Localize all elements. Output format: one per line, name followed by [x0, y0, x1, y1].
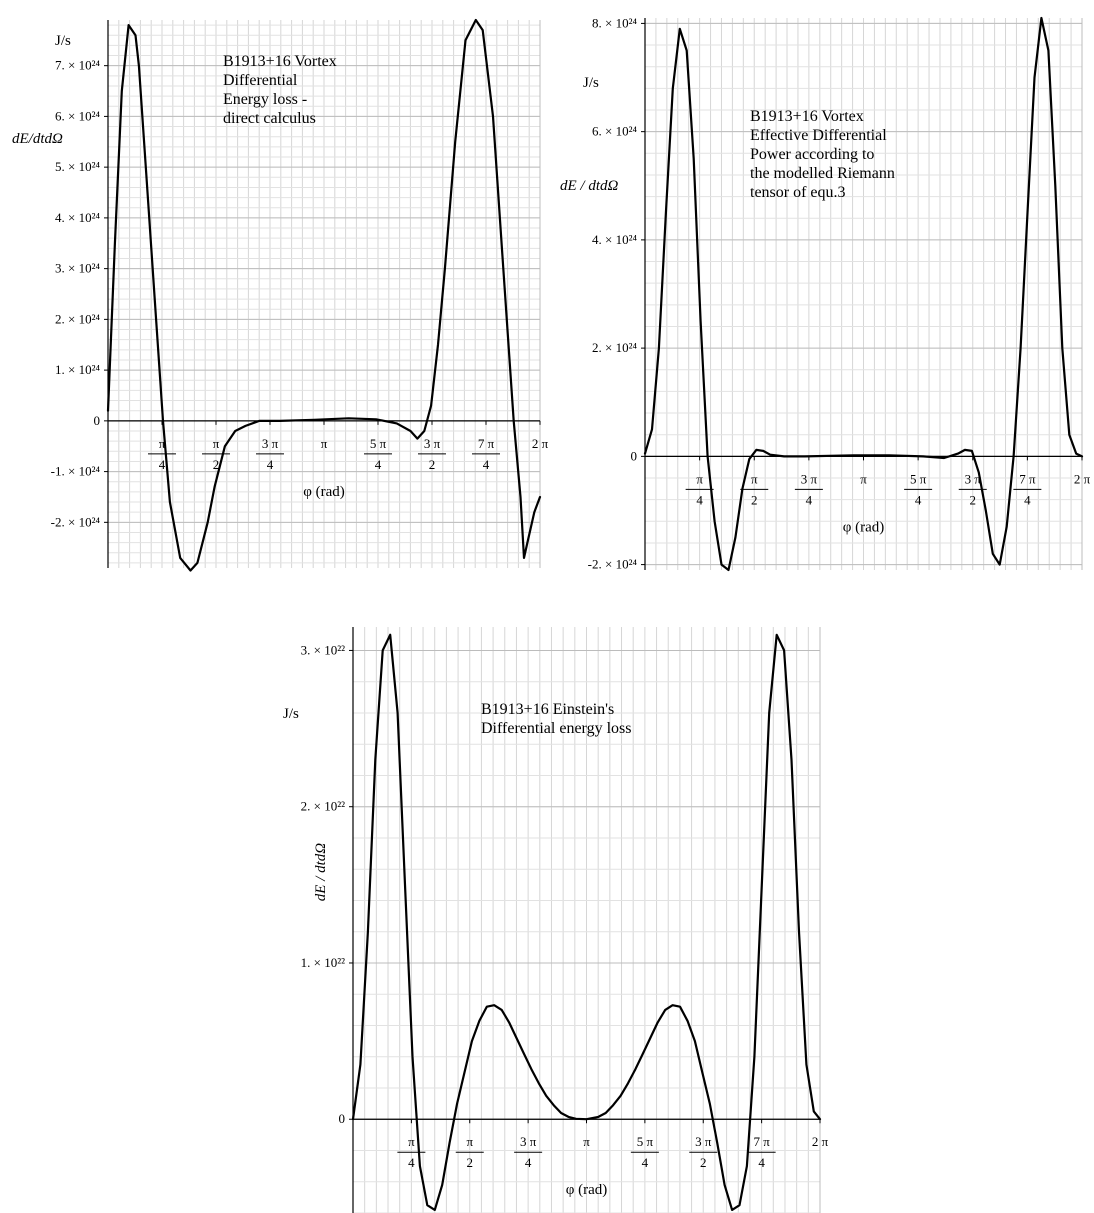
series-line — [643, 16, 1084, 572]
annotation-line: B1913+16 Vortex — [750, 108, 864, 125]
chart-2: -2. × 10²⁴ 0 2. × 10²⁴ 4. × 10²⁴ 6. × 10²⁴ 8.… — [560, 15, 1091, 571]
chart-3: 0 1. × 10²² 2. × 10²² 3. × 10²² π 4 π 2 3 π 4 π 5 π… — [283, 627, 829, 1213]
y-tick-label: 7. × 10²⁴ — [55, 58, 100, 73]
y-tick-label: 3. × 10²⁴ — [55, 261, 100, 276]
x-tick-label-num: 3 π — [520, 1134, 537, 1149]
y-tick-label: 6. × 10²⁴ — [55, 108, 100, 123]
x-tick-label-num: π — [466, 1134, 473, 1149]
annotation-line: direct calculus — [223, 110, 316, 127]
x-tick-label-den: 2 — [970, 492, 977, 507]
x-tick-label-num: π — [321, 436, 328, 451]
y-tick-label: -2. × 10²⁴ — [588, 557, 638, 572]
x-tick-label-num: 3 π — [695, 1134, 712, 1149]
series-line — [351, 633, 822, 1211]
x-tick-label-den: 2 — [700, 1155, 707, 1170]
x-tick-label-den: 2 — [213, 457, 220, 472]
x-tick-label-den: 4 — [758, 1155, 765, 1170]
x-tick-label-num: 7 π — [1019, 471, 1036, 486]
x-tick-label-num: π — [213, 436, 220, 451]
x-tick-label-den: 4 — [915, 492, 922, 507]
annotation-line: Effective Differential — [750, 127, 887, 144]
y-tick-label: 0 — [339, 1111, 346, 1126]
x-tick-label-num: 5 π — [910, 471, 927, 486]
x-tick-label-num: 3 π — [262, 436, 279, 451]
grid — [352, 627, 821, 1213]
x-tick-label-num: π — [751, 471, 758, 486]
y-tick-label: 5. × 10²⁴ — [55, 159, 100, 174]
x-axis-label: φ (rad) — [303, 484, 345, 500]
x-tick-label-den: 4 — [642, 1155, 649, 1170]
grid — [644, 18, 1083, 570]
x-tick-label-den: 4 — [375, 457, 382, 472]
annotation-line: Differential — [223, 72, 298, 89]
x-tick-label-num: 2 π — [1074, 471, 1091, 486]
y-axis-label: dE / dtdΩ — [560, 178, 618, 194]
y-tick-label: 6. × 10²⁴ — [592, 124, 637, 139]
annotation-line: Energy loss - — [223, 91, 307, 108]
y-tick-label: 8. × 10²⁴ — [592, 15, 637, 30]
x-tick-label-den: 2 — [429, 457, 436, 472]
annotation-line: B1913+16 Vortex — [223, 53, 337, 70]
y-tick-label: 2. × 10²⁴ — [592, 340, 637, 355]
y-tick-label: 0 — [94, 413, 101, 428]
y-tick-label: 4. × 10²⁴ — [55, 210, 100, 225]
annotation-line: the modelled Riemann — [750, 165, 895, 182]
y-tick-label: 0 — [631, 448, 638, 463]
x-tick-label-num: π — [860, 471, 867, 486]
y-tick-label: -1. × 10²⁴ — [51, 464, 101, 479]
unit-label: J/s — [55, 33, 71, 49]
unit-label: J/s — [283, 706, 299, 722]
x-tick-label-num: 3 π — [801, 471, 818, 486]
x-tick-label-num: 3 π — [965, 471, 982, 486]
x-tick-label-den: 2 — [467, 1155, 474, 1170]
x-tick-label-num: 7 π — [478, 436, 495, 451]
y-axis-label: dE / dtdΩ — [313, 843, 329, 901]
annotation-line: B1913+16 Einstein's — [481, 701, 614, 718]
y-tick-label: 1. × 10²² — [301, 955, 345, 970]
annotation-line: tensor of equ.3 — [750, 184, 846, 201]
x-tick-label-num: π — [408, 1134, 415, 1149]
x-tick-label-num: 2 π — [812, 1134, 829, 1149]
y-tick-label: 4. × 10²⁴ — [592, 232, 637, 247]
x-tick-label-num: π — [583, 1134, 590, 1149]
annotation-line: Power according to — [750, 146, 874, 163]
x-tick-label-num: 3 π — [424, 436, 441, 451]
y-tick-label: 2. × 10²⁴ — [55, 311, 100, 326]
x-tick-label-num: π — [159, 436, 166, 451]
y-tick-label: 3. × 10²² — [301, 642, 345, 657]
unit-label: J/s — [583, 75, 599, 91]
x-tick-label-den: 4 — [696, 492, 703, 507]
y-axis-label: dE/dtdΩ — [12, 131, 63, 147]
x-axis-label: φ (rad) — [566, 1182, 608, 1198]
x-tick-label-num: π — [696, 471, 703, 486]
x-tick-label-num: 5 π — [637, 1134, 654, 1149]
x-tick-label-num: 7 π — [753, 1134, 770, 1149]
x-tick-label-den: 4 — [483, 457, 490, 472]
y-tick-label: 2. × 10²² — [301, 799, 345, 814]
x-tick-label-den: 4 — [408, 1155, 415, 1170]
x-tick-label-den: 4 — [1024, 492, 1031, 507]
x-tick-label-den: 4 — [267, 457, 274, 472]
x-axis-label: φ (rad) — [843, 519, 885, 535]
y-tick-label: 1. × 10²⁴ — [55, 362, 100, 377]
chart-1: -2. × 10²⁴ -1. × 10²⁴ 0 1. × 10²⁴ 2. × 10²⁴ 3… — [12, 18, 549, 572]
annotation-line: Differential energy loss — [481, 720, 631, 737]
x-tick-label-den: 4 — [806, 492, 813, 507]
x-tick-label-num: 5 π — [370, 436, 387, 451]
y-tick-label: -2. × 10²⁴ — [51, 514, 101, 529]
x-tick-label-den: 4 — [159, 457, 166, 472]
x-tick-label-den: 2 — [751, 492, 758, 507]
x-tick-label-num: 2 π — [532, 436, 549, 451]
x-tick-label-den: 4 — [525, 1155, 532, 1170]
series-line — [106, 18, 542, 572]
